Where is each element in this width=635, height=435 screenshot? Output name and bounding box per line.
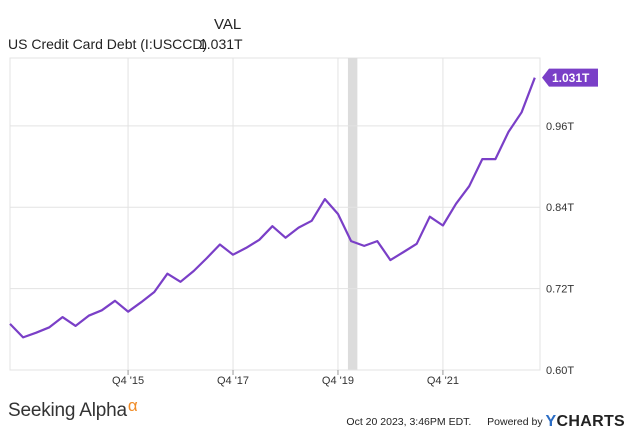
end-value-flag xyxy=(542,68,598,87)
chart-footer: Oct 20 2023, 3:46PM EDT. Powered by YCHA… xyxy=(346,413,625,431)
x-tick-label: Q4 '21 xyxy=(427,375,459,387)
end-value-label: 1.031T xyxy=(552,71,590,85)
legend-value-header: VAL xyxy=(214,16,242,33)
seeking-alpha-logo[interactable]: Seeking Alphaα xyxy=(8,396,138,422)
x-tick-label: Q4 '17 xyxy=(217,375,249,387)
plot-frame xyxy=(9,57,541,371)
x-tick-label: Q4 '19 xyxy=(322,375,354,387)
legend-series-value: 1.031T xyxy=(199,36,243,52)
y-tick-label: 0.72T xyxy=(546,284,574,296)
recession-band xyxy=(347,58,358,370)
chart-timestamp: Oct 20 2023, 3:46PM EDT. xyxy=(346,415,472,428)
series-line xyxy=(9,77,536,339)
ycharts-logo-text: CHARTS xyxy=(556,413,625,430)
brand-name: Seeking Alpha xyxy=(8,400,127,421)
y-tick-label: 0.84T xyxy=(546,202,574,214)
y-tick-label: 0.60T xyxy=(546,365,574,377)
powered-by-label: Powered by xyxy=(487,415,543,428)
ycharts-logo[interactable]: YCHARTS xyxy=(546,413,625,430)
alpha-symbol-icon: α xyxy=(127,396,138,415)
legend-series-name[interactable]: US Credit Card Debt (I:USCCD) xyxy=(8,36,208,52)
ycharts-logo-initial: Y xyxy=(545,413,557,430)
x-tick-label: Q4 '15 xyxy=(112,375,144,387)
y-tick-label: 0.96T xyxy=(546,121,574,133)
